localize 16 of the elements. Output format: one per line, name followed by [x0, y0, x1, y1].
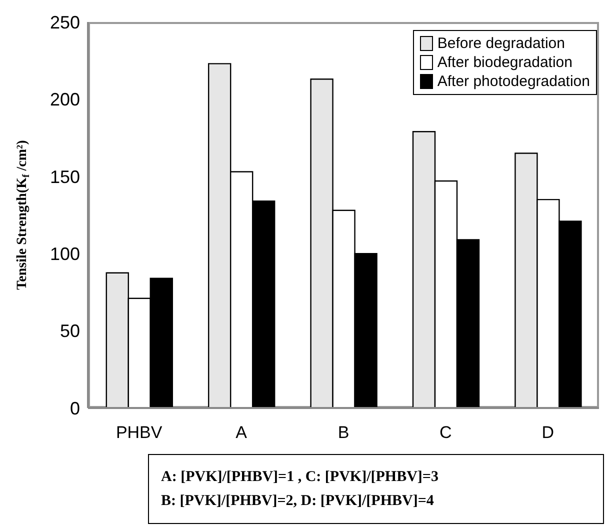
legend-label: Before degradation — [437, 34, 565, 53]
x-tick-label: C — [440, 423, 452, 442]
y-tick-label: 0 — [70, 398, 80, 418]
legend-label: After biodegradation — [437, 53, 572, 72]
y-tick-label: 250 — [50, 12, 80, 32]
x-tick-label: PHBV — [116, 423, 163, 442]
x-tick-label: D — [542, 423, 554, 442]
y-tick-label: 150 — [50, 166, 80, 187]
text: A: [PVK]/[PHBV]=1 , C: [PVK]/[PHBV]=3 — [161, 468, 440, 487]
text: B: [PVK]/[PHBV]=2, D: [PVK]/[PHBV]=4 — [161, 492, 435, 511]
y-tick-label: 100 — [50, 244, 80, 264]
x-tick-label: A — [236, 423, 248, 442]
legend-label: After photodegradation — [437, 72, 590, 91]
y-tick-label: 200 — [50, 90, 80, 110]
x-tick-label: B — [338, 423, 350, 442]
y-tick-label: 50 — [60, 321, 80, 342]
